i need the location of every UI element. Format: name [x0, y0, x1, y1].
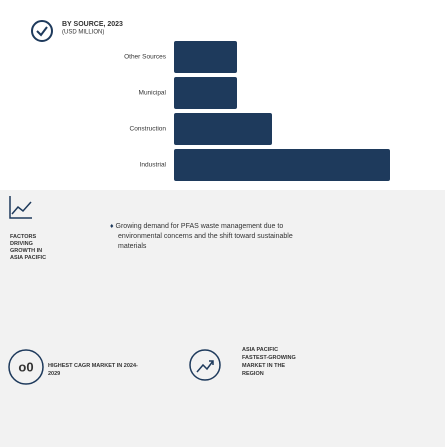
bar — [174, 149, 390, 181]
factors-panel — [0, 190, 445, 447]
bar — [174, 113, 272, 145]
factors-heading: FACTORS DRIVING GROWTH IN ASIA PACIFIC — [10, 234, 47, 261]
category-label: Industrial — [140, 162, 167, 169]
category-label: Construction — [130, 126, 167, 133]
chart-title: BY SOURCE, 2023 — [62, 21, 123, 28]
chart-subtitle: (USD MILLION) — [62, 30, 104, 36]
category-label: Other Sources — [124, 54, 167, 61]
bullet-text: Growing demand for PFAS waste management… — [115, 223, 293, 250]
chart: BY SOURCE, 2023 (USD MILLION) Other Sour… — [31, 20, 390, 181]
highlight-text: ASIA PACIFIC FASTEST-GROWING MARKET IN T… — [242, 347, 296, 377]
highlight-text: HIGHEST CAGR MARKET IN 2024-2029 — [48, 363, 138, 377]
bar — [174, 77, 237, 109]
factors-bullet: ♦ Growing demand for PFAS waste manageme… — [110, 223, 293, 250]
header-icon — [31, 20, 53, 42]
bar — [174, 41, 237, 73]
category-label: Municipal — [139, 90, 167, 97]
